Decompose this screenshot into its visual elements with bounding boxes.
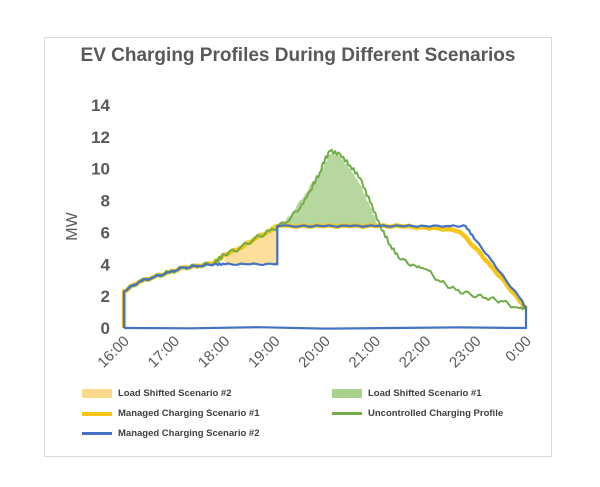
legend-swatch bbox=[82, 411, 112, 416]
legend-label: Load Shifted Scenario #2 bbox=[118, 388, 232, 399]
y-axis-label: MW bbox=[64, 211, 81, 240]
y-tick-label: 10 bbox=[91, 160, 110, 179]
x-tick-label: 0:00 bbox=[502, 333, 535, 366]
legend-item-load-shifted-scenario-1: Load Shifted Scenario #1 bbox=[332, 388, 482, 399]
y-tick-label: 14 bbox=[91, 96, 110, 115]
legend-label: Managed Charging Scenario #2 bbox=[118, 428, 260, 439]
legend-swatch bbox=[82, 432, 112, 435]
x-tick-label: 20:00 bbox=[295, 333, 334, 372]
legend-item-managed-charging-scenario-1: Managed Charging Scenario #1 bbox=[82, 408, 259, 419]
legend-item-load-shifted-scenario-2: Load Shifted Scenario #2 bbox=[82, 388, 232, 399]
chart-frame bbox=[44, 37, 552, 457]
line-layer bbox=[121, 148, 529, 330]
x-tick-label: 23:00 bbox=[446, 333, 485, 372]
y-tick-label: 12 bbox=[91, 128, 110, 147]
legend-item-uncontrolled-charging-profile: Uncontrolled Charging Profile bbox=[332, 408, 503, 419]
area-load-shifted-scenario-1 bbox=[277, 153, 378, 227]
chart-title: EV Charging Profiles During Different Sc… bbox=[80, 45, 516, 66]
y-axis-ticks: 0 2 4 6 8 10 12 14 bbox=[91, 96, 110, 338]
legend-item-managed-charging-scenario-2: Managed Charging Scenario #2 bbox=[82, 428, 259, 439]
x-tick-label: 22:00 bbox=[396, 333, 435, 372]
line-managed-charging-scenario-2 bbox=[122, 224, 528, 330]
area-layer bbox=[224, 153, 378, 266]
legend-swatch bbox=[332, 412, 362, 415]
y-tick-label: 6 bbox=[101, 223, 110, 242]
x-tick-label: 17:00 bbox=[145, 333, 184, 372]
y-tick-label: 4 bbox=[101, 255, 111, 274]
line-managed-charging-scenario-1 bbox=[121, 223, 529, 328]
x-axis-ticks: 16:00 17:00 18:00 19:00 20:00 21:00 22:00 23:00… bbox=[94, 333, 535, 372]
x-tick-label: 21:00 bbox=[346, 333, 385, 372]
legend-label: Managed Charging Scenario #1 bbox=[118, 408, 260, 419]
x-tick-label: 19:00 bbox=[245, 333, 284, 372]
y-tick-label: 2 bbox=[101, 287, 110, 306]
area-load-shifted-scenario-2 bbox=[224, 227, 278, 266]
legend-label: Uncontrolled Charging Profile bbox=[368, 408, 504, 419]
y-tick-label: 8 bbox=[101, 192, 110, 211]
x-tick-label: 18:00 bbox=[195, 333, 234, 372]
line-uncontrolled-charging-profile bbox=[123, 148, 527, 311]
x-tick-label: 16:00 bbox=[94, 333, 133, 372]
y-tick-label: 0 bbox=[101, 319, 110, 338]
legend-swatch bbox=[82, 389, 112, 398]
legend-label: Load Shifted Scenario #1 bbox=[368, 388, 482, 399]
legend-swatch bbox=[332, 389, 362, 398]
